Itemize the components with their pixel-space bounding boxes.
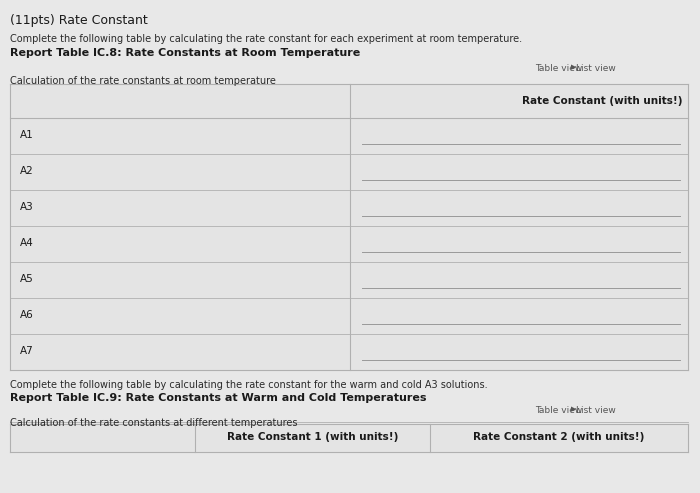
- Text: List view: List view: [576, 64, 616, 73]
- Bar: [10, 84, 688, 370]
- Bar: [10, 424, 688, 452]
- Text: Rate Constant 2 (with units!): Rate Constant 2 (with units!): [473, 432, 645, 442]
- Text: A3: A3: [20, 202, 34, 212]
- Text: Calculation of the rate constants at different temperatures: Calculation of the rate constants at dif…: [10, 418, 298, 428]
- Text: Table view: Table view: [535, 406, 582, 415]
- Text: Rate Constant 1 (with units!): Rate Constant 1 (with units!): [227, 432, 398, 442]
- Text: A6: A6: [20, 310, 34, 320]
- Text: Calculation of the rate constants at room temperature: Calculation of the rate constants at roo…: [10, 76, 276, 86]
- Text: Report Table IC.8: Rate Constants at Room Temperature: Report Table IC.8: Rate Constants at Roo…: [10, 48, 360, 58]
- Text: Complete the following table by calculating the rate constant for the warm and c: Complete the following table by calculat…: [10, 380, 488, 390]
- Text: Complete the following table by calculating the rate constant for each experimen: Complete the following table by calculat…: [10, 34, 522, 44]
- Text: A7: A7: [20, 346, 34, 356]
- Text: A4: A4: [20, 238, 34, 248]
- Text: ▶: ▶: [571, 64, 576, 70]
- Text: ▶: ▶: [571, 406, 576, 412]
- Text: A1: A1: [20, 130, 34, 140]
- Text: (11pts) Rate Constant: (11pts) Rate Constant: [10, 14, 148, 27]
- Text: A2: A2: [20, 166, 34, 176]
- Text: Rate Constant (with units!): Rate Constant (with units!): [522, 96, 683, 106]
- Text: List view: List view: [576, 406, 616, 415]
- Text: Report Table IC.9: Rate Constants at Warm and Cold Temperatures: Report Table IC.9: Rate Constants at War…: [10, 393, 426, 403]
- Text: A5: A5: [20, 274, 34, 284]
- Text: Table view: Table view: [535, 64, 582, 73]
